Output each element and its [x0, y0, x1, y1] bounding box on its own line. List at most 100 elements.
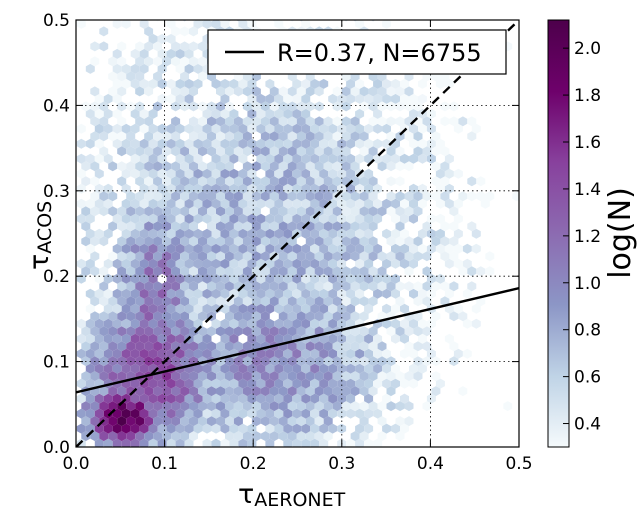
hexbin-cell	[171, 101, 181, 112]
hexbin-cell	[238, 228, 248, 239]
hexbin-cell	[256, 108, 266, 119]
hexbin-cell	[202, 20, 212, 29]
hexbin-cell	[292, 138, 302, 149]
hexbin-cell	[94, 363, 104, 374]
hexbin-cell	[130, 318, 140, 329]
hexbin-cell	[171, 326, 181, 337]
hexbin-cell	[328, 408, 338, 419]
hexbin-cell	[184, 348, 194, 359]
hexbin-cell	[305, 341, 315, 352]
hexbin-cell	[265, 138, 275, 149]
hexbin-cell	[301, 20, 311, 29]
hexbin-cell	[332, 371, 342, 382]
hexbin-cell	[247, 363, 257, 374]
hexbin-cell	[220, 273, 230, 284]
hexbin-cell	[171, 146, 181, 157]
hexbin-cell	[314, 191, 324, 202]
hexbin-cell	[260, 431, 270, 442]
hexbin-cell	[139, 318, 149, 329]
hexbin-cell	[117, 281, 127, 292]
hexbin-cell	[391, 213, 400, 224]
hexbin-cell	[180, 71, 189, 82]
hexbin-cell	[292, 318, 302, 329]
hexbin-cell	[139, 183, 149, 194]
hexbin-cell	[211, 168, 221, 179]
hexbin-cell	[148, 393, 158, 404]
hexbin-cell	[368, 116, 378, 127]
hexbin-cell	[395, 296, 405, 307]
hexbin-cell	[350, 236, 360, 247]
hexbin-cell	[238, 20, 248, 29]
hexbin-cell	[386, 401, 396, 412]
hexbin-cell	[94, 108, 104, 119]
hexbin-cell	[76, 333, 86, 344]
hexbin-cell	[216, 146, 225, 157]
hexbin-cell	[462, 243, 472, 254]
hexbin-cell	[332, 386, 342, 397]
hexbin-cell	[413, 296, 423, 307]
hexbin-cell	[193, 138, 203, 149]
hexbin-cell	[467, 116, 477, 127]
hexbin-cell	[207, 251, 216, 262]
hexbin-cell	[386, 146, 396, 157]
hexbin-cell	[233, 176, 243, 187]
hexbin-cell	[350, 116, 360, 127]
hexbin-cell	[148, 168, 158, 179]
hexbin-cell	[458, 191, 468, 202]
hexbin-cell	[242, 116, 252, 127]
hexbin-cell	[216, 176, 225, 187]
hexbin-cell	[413, 281, 423, 292]
hexbin-cell	[139, 378, 149, 389]
hexbin-cell	[171, 56, 181, 67]
hexbin-cell	[94, 123, 104, 134]
hexbin-cell	[355, 153, 365, 164]
hexbin-cell	[404, 326, 414, 337]
hexbin-cell	[126, 236, 136, 247]
hexbin-cell	[242, 251, 252, 262]
hexbin-cell	[238, 183, 248, 194]
hexbin-cell	[409, 93, 418, 104]
hexbin-cell	[359, 131, 369, 142]
hexbin-cell	[296, 161, 306, 172]
hexbin-cell	[328, 258, 338, 269]
hexbin-cell	[189, 221, 198, 232]
hexbin-cell	[171, 401, 181, 412]
hexbin-cell	[139, 363, 149, 374]
hexbin-cell	[99, 356, 109, 367]
hexbin-cell	[251, 416, 261, 427]
hexbin-cell	[256, 408, 266, 419]
hexbin-cell	[278, 206, 288, 217]
hexbin-cell	[81, 341, 91, 352]
hexbin-cell	[305, 431, 315, 442]
hexbin-cell	[382, 153, 391, 164]
hexbin-cell	[130, 303, 140, 314]
hexbin-cell	[112, 63, 122, 74]
hexbin-cell	[409, 123, 418, 134]
hexbin-cell	[153, 41, 163, 52]
hexbin-cell	[422, 401, 432, 412]
hexbin-cell	[305, 206, 315, 217]
hexbin-cell	[94, 228, 104, 239]
hexbin-cell	[220, 363, 230, 374]
hexbin-cell	[278, 356, 288, 367]
hexbin-cell	[148, 138, 158, 149]
hexbin-cell	[395, 176, 405, 187]
hexbin-cell	[435, 78, 445, 89]
hexbin-cell	[323, 371, 333, 382]
hexbin-cell	[247, 20, 257, 29]
hexbin-cell	[453, 348, 463, 359]
hexbin-cell	[112, 393, 122, 404]
hexbin-cell	[130, 198, 140, 209]
hexbin-cell	[319, 333, 329, 344]
hexbin-cell	[346, 393, 356, 404]
hexbin-cell	[139, 408, 149, 419]
hexbin-cell	[292, 348, 302, 359]
hexbin-cell	[198, 401, 207, 412]
hexbin-cell	[216, 281, 225, 292]
hexbin-cell	[283, 258, 293, 269]
hexbin-cell	[130, 393, 140, 404]
hexbin-cell	[144, 176, 154, 187]
hexbin-cell	[220, 378, 230, 389]
hexbin-cell	[238, 153, 248, 164]
hexbin-cell	[346, 78, 356, 89]
